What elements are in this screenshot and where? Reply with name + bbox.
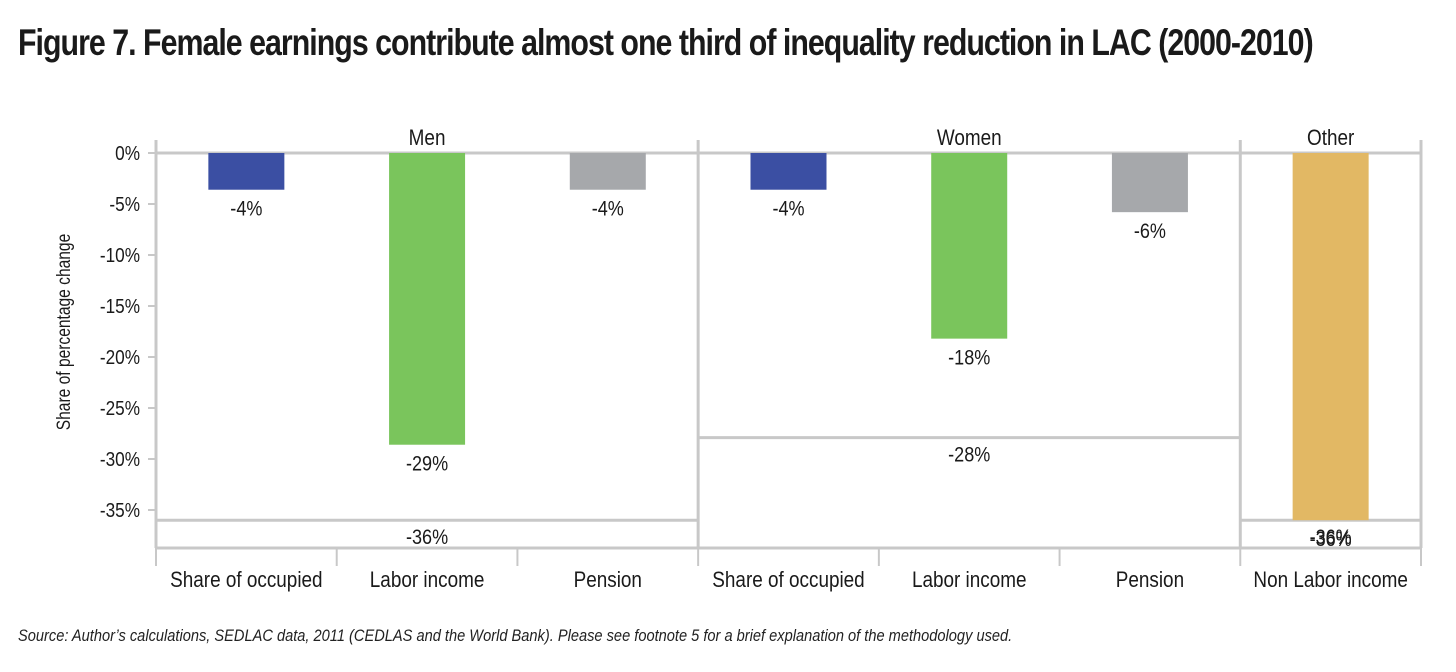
x-tick-label: Pension (574, 568, 642, 593)
chart-frame (154, 140, 1423, 566)
bar-share-of-occupied (208, 153, 285, 190)
group-title-women: Women (937, 126, 1002, 151)
group-total-label: -36% (406, 526, 448, 550)
group-total-label: -36% (1310, 526, 1352, 550)
y-tick-label: -25% (100, 397, 140, 420)
y-tick-label: -10% (100, 244, 140, 267)
y-tick-label: 0% (115, 142, 140, 165)
bar-value-label: -36% (1310, 528, 1352, 552)
bar-value-label: -18% (948, 346, 990, 370)
x-tick-label: Labor income (912, 568, 1027, 593)
x-tick-label: Pension (1116, 568, 1184, 593)
bar-value-label: -4% (592, 197, 624, 221)
bar-pension (569, 153, 646, 190)
group-title-men: Men (409, 126, 446, 151)
y-axis-label: Share of percentage change (53, 234, 75, 430)
x-tick-label: Share of occupied (712, 568, 864, 593)
bar-value-label: -4% (230, 197, 262, 221)
y-axis: 0% -5% -10% -15% -20% -25% -30% -35% (100, 142, 156, 522)
group-title-other: Other (1307, 126, 1354, 151)
y-tick-label: -15% (100, 295, 140, 318)
bar-value-label: -6% (1134, 220, 1166, 244)
bar-labor-income (931, 153, 1008, 339)
bar-value-label: -4% (772, 197, 804, 221)
bar-non-labor-income (1292, 153, 1369, 521)
bar-labor-income (389, 153, 466, 445)
source-note: Source: Author’s calculations, SEDLAC da… (18, 626, 1013, 645)
chart-title: Figure 7. Female earnings contribute alm… (18, 22, 1314, 63)
y-tick-label: -30% (100, 448, 140, 471)
y-tick-label: -20% (100, 346, 140, 369)
y-tick-label: -5% (109, 193, 140, 216)
x-tick-label: Non Labor income (1253, 568, 1407, 593)
group-total-label: -28% (948, 443, 990, 467)
y-tick-label: -35% (100, 499, 140, 522)
labels: Men -36% -4% Share of occupied -29% Labor inc… (170, 126, 1408, 593)
bars (208, 153, 1369, 521)
bar-share-of-occupied (750, 153, 827, 190)
bar-pension (1111, 153, 1188, 213)
x-tick-label: Labor income (370, 568, 485, 593)
bar-value-label: -29% (406, 452, 448, 476)
x-tick-label: Share of occupied (170, 568, 322, 593)
